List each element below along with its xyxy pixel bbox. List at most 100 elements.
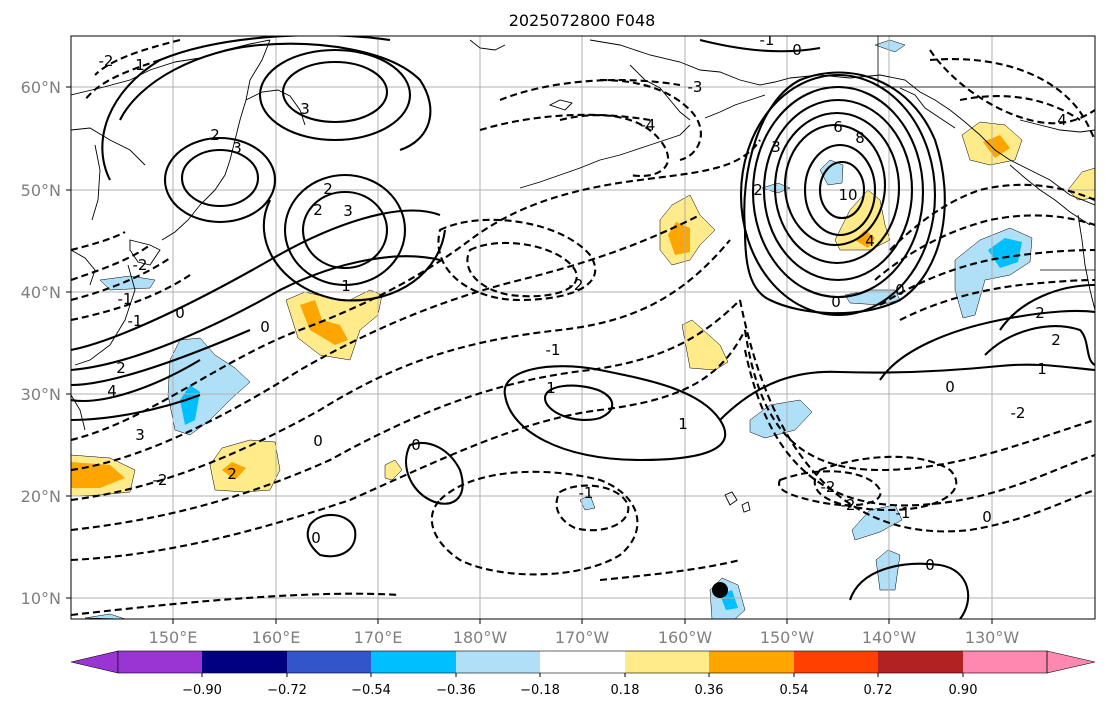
contour-label: 0 [831,293,841,311]
colorbar-segment [456,651,540,673]
location-marker [712,582,728,598]
contour-label: -2 [841,496,856,514]
contour-label: -1 [118,290,133,308]
y-tick-label: 50°N [21,181,61,200]
dashed-contours [71,38,1095,617]
shade-lightblue [749,399,813,439]
colorbar-segment [540,651,625,673]
colorbar-tick-label: 0.54 [780,683,809,698]
shade-yellow [834,189,891,251]
colorbar: −0.90 −0.72 −0.54 −0.36 −0.18 0.18 0.36 … [70,650,1096,698]
solid-contours [71,36,1095,619]
contour-label: -2 [569,276,584,294]
colorbar-tick-label: −0.18 [520,683,560,698]
contour-label: -4 [641,116,656,134]
shade-yellow [209,439,281,493]
contour-label: 2 [753,181,763,199]
x-tick-label: 150°E [149,628,198,647]
colorbar-segment [625,651,709,673]
x-tick-label: 150°W [760,628,815,647]
colorbar-tick-label: 0.36 [695,683,724,698]
colorbar-tick-label: −0.90 [182,683,222,698]
contour-label: 0 [411,436,421,454]
colorbar-outline [117,650,1048,674]
contour-label: 0 [982,508,992,526]
shade-lightblue [579,494,596,511]
contour-label: 3 [135,426,145,444]
colorbar-segment [794,651,878,673]
contour-label: 4 [107,382,117,400]
contour-label: -2 [153,471,168,489]
map-title: 2025072800 F048 [509,11,656,30]
contour-label: 0 [175,304,185,322]
y-tick-label: 60°N [21,78,61,97]
x-tick-label: 170°E [354,628,403,647]
shade-lightblue [819,159,844,186]
y-tick-label: 20°N [21,487,61,506]
colorbar-tick-label: −0.72 [267,683,307,698]
colorbar-tick-label: −0.36 [436,683,476,698]
contour-label: 3 [300,100,310,118]
colorbar-extend-left [70,650,119,674]
contour-label: 2 [1035,304,1045,322]
contour-label: 2 [323,180,333,198]
contour-label: -2 [99,52,114,70]
shade-skyblue [180,385,200,425]
contour-label: -1 [128,312,143,330]
y-tick-label: 10°N [21,589,61,608]
colorbar-segment [878,651,963,673]
contour-label: 4 [865,232,875,250]
shade-lightblue [875,549,901,591]
x-tick-label: 140°W [862,628,917,647]
colorbar-segment [287,651,371,673]
contour-label: 0 [945,378,955,396]
contour-label: 0 [260,318,270,336]
x-tick-label: 170°W [555,628,610,647]
shade-yellow [384,459,403,481]
contour-label: 1 [546,379,556,397]
contour-label: -2 [133,256,148,274]
map-frame [70,35,1096,620]
contour-label: 1 [678,415,688,433]
contour-label: 8 [855,129,865,147]
shade-skyblue [988,238,1022,268]
inset-box [877,36,1095,88]
contour-label: 4 [1057,111,1067,129]
coastlines [71,39,1095,513]
contour-label: -1 [546,341,561,359]
contour-label: 2 [116,359,126,377]
colorbar-segment [963,651,1047,673]
colorbar-segment [371,651,456,673]
contour-label: -1 [579,484,594,502]
contour-label: 1 [341,277,351,295]
colorbar-tick-label: 0.72 [864,683,893,698]
contour-label: 2 [227,465,237,483]
contour-label: 0 [895,281,905,299]
contour-label: 3 [343,202,353,220]
contour-label: 0 [311,529,321,547]
colorbar-tick-label: −0.54 [351,683,391,698]
contour-labels: 6 8 10 4 3 2 2 3 2 2 3 1 -2 -1 1 1 -1 0 … [99,36,1067,574]
colorbar-segment [202,651,287,673]
contour-label: 1 [1037,360,1047,378]
contour-label: 2 [1051,331,1061,349]
contour-label: 2 [313,201,323,219]
colorbar-extend-right [1046,650,1096,674]
y-axis-labels: 60°N 50°N 40°N 30°N 20°N 10°N [21,78,71,608]
shade-orange [855,230,875,248]
shade-yellow [681,319,729,371]
contour-label: 2 [210,126,220,144]
x-tick-label: 130°W [965,628,1020,647]
contour-label: 0 [792,41,802,59]
x-tick-label: 160°W [658,628,713,647]
contour-label: 3 [232,139,242,157]
contour-label: -2 [1011,404,1026,422]
contour-label: 1 [135,56,145,74]
contour-label: 0 [925,556,935,574]
x-tick-label: 160°E [252,628,301,647]
contour-label: -3 [688,78,703,96]
shade-lightblue [874,39,906,53]
contour-label: -1 [896,504,911,522]
colorbar-tick-label: 0.90 [949,683,978,698]
